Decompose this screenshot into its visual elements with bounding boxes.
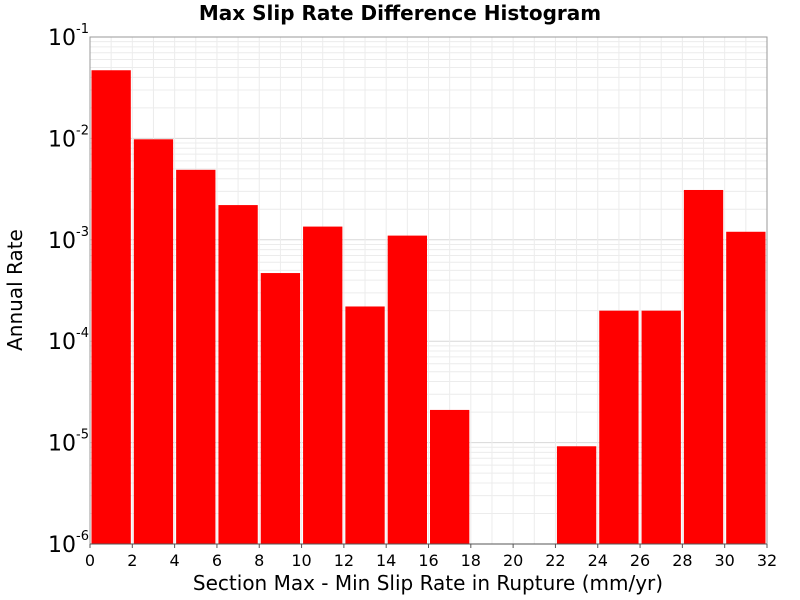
y-tick-exponent: -5 xyxy=(76,428,89,443)
histogram-bar xyxy=(345,306,385,544)
y-tick-exponent: -1 xyxy=(76,22,89,37)
histogram-bar xyxy=(303,226,343,544)
histogram-bar xyxy=(726,231,766,544)
y-tick-exponent: -3 xyxy=(76,225,89,240)
histogram-bar xyxy=(176,169,216,544)
y-tick-base: 10 xyxy=(48,26,76,51)
histogram-bar xyxy=(641,310,681,544)
x-tick-label: 4 xyxy=(170,551,180,570)
x-tick-label: 16 xyxy=(418,551,438,570)
histogram-bar xyxy=(387,235,427,544)
y-axis-label: Annual Rate xyxy=(3,229,27,351)
y-tick-label: 10-3 xyxy=(48,225,89,254)
y-tick-labels: 10-610-510-410-310-210-1 xyxy=(48,22,89,558)
x-tick-labels: 0 2 4 6 8 10 12 14 16 18 20 22 24 26 28 30 32 xyxy=(85,544,777,570)
y-tick-label: 10-1 xyxy=(48,22,89,51)
histogram-bar xyxy=(683,189,724,544)
histogram-bar xyxy=(430,409,470,544)
x-tick-label: 28 xyxy=(672,551,692,570)
histogram-bar xyxy=(133,139,174,544)
x-tick-label: 20 xyxy=(503,551,523,570)
x-axis-label: Section Max - Min Slip Rate in Rupture (… xyxy=(193,571,663,595)
y-tick-label: 10-4 xyxy=(48,326,89,355)
bars xyxy=(91,70,766,545)
histogram-bar xyxy=(599,310,639,544)
x-tick-label: 8 xyxy=(254,551,264,570)
x-tick-label: 6 xyxy=(212,551,222,570)
x-tick-label: 0 xyxy=(85,551,95,570)
y-tick-base: 10 xyxy=(48,432,76,457)
y-tick-exponent: -2 xyxy=(76,123,89,138)
histogram-bar xyxy=(260,273,301,544)
y-tick-base: 10 xyxy=(48,229,76,254)
x-tick-label: 24 xyxy=(588,551,608,570)
histogram-bar xyxy=(91,70,131,545)
x-tick-label: 2 xyxy=(127,551,137,570)
y-tick-base: 10 xyxy=(48,127,76,152)
y-tick-label: 10-6 xyxy=(48,529,89,558)
x-tick-label: 22 xyxy=(545,551,565,570)
x-tick-label: 32 xyxy=(757,551,777,570)
y-tick-label: 10-2 xyxy=(48,123,89,152)
y-tick-exponent: -4 xyxy=(76,326,89,341)
chart-title: Max Slip Rate Difference Histogram xyxy=(199,1,601,25)
x-tick-label: 30 xyxy=(715,551,735,570)
histogram-bar xyxy=(218,205,258,544)
x-tick-label: 10 xyxy=(291,551,311,570)
y-tick-label: 10-5 xyxy=(48,428,89,457)
x-tick-label: 12 xyxy=(334,551,354,570)
histogram-bar xyxy=(556,446,597,544)
y-tick-base: 10 xyxy=(48,330,76,355)
y-tick-exponent: -6 xyxy=(76,529,89,544)
y-tick-base: 10 xyxy=(48,533,76,558)
x-tick-label: 18 xyxy=(461,551,481,570)
x-tick-label: 14 xyxy=(376,551,396,570)
x-tick-label: 26 xyxy=(630,551,650,570)
